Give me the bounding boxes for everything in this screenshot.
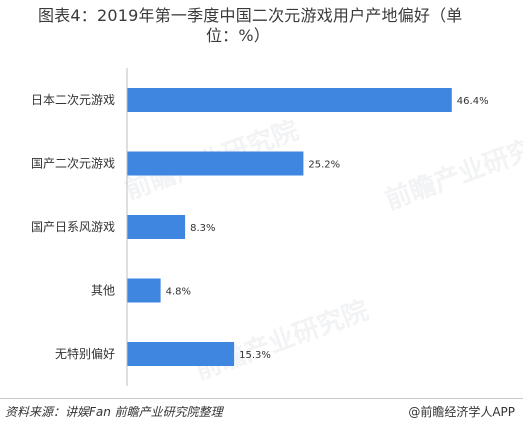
category-label: 国产二次元游戏 (31, 157, 115, 171)
bar (127, 278, 161, 303)
category-label: 国产日系风游戏 (31, 220, 115, 234)
chart-title-line2: 位：%） (205, 26, 270, 45)
value-label: 4.8% (166, 287, 191, 298)
bar-chart: 日本二次元游戏 46.4% 国产二次元游戏 25.2% 国产日系风游戏 8.3% 其他 4.8… (31, 68, 489, 386)
bar (127, 342, 235, 366)
value-label: 46.4% (457, 96, 489, 107)
category-label: 日本二次元游戏 (31, 93, 115, 107)
value-label: 15.3% (239, 350, 271, 361)
chart-title-line1: 图表4：2019年第一季度中国二次元游戏用户产地偏好（单 (38, 6, 463, 25)
category-label: 无特别偏好 (55, 346, 115, 361)
chart-title: 图表4：2019年第一季度中国二次元游戏用户产地偏好（单 位：%） (38, 6, 478, 46)
value-label: 8.3% (190, 223, 215, 234)
bar (127, 151, 304, 176)
source-note: 资料来源：讲娱Fan 前瞻产业研究院整理 (5, 405, 223, 419)
bar (127, 215, 186, 239)
footer-divider (0, 398, 523, 399)
brand-credit: @前瞻经济学人APP (408, 405, 515, 419)
value-label: 25.2% (308, 160, 340, 171)
bar (127, 88, 452, 112)
category-label: 其他 (91, 284, 115, 298)
